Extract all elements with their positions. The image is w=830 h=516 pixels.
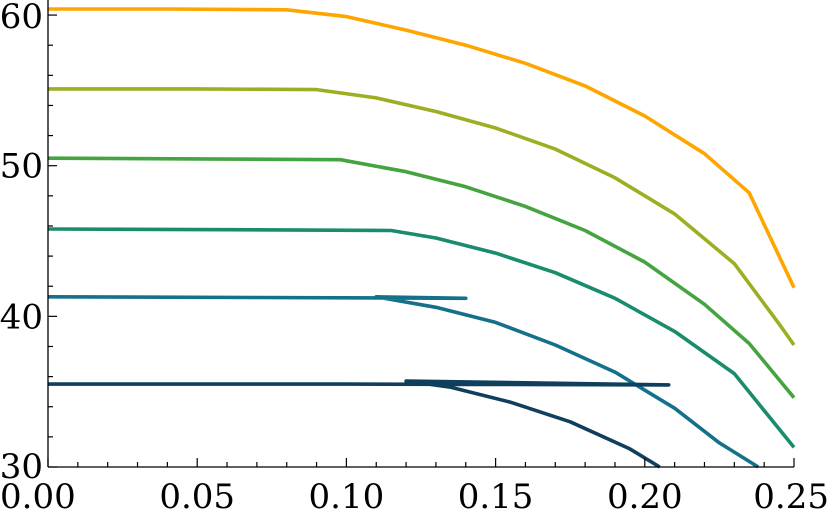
series-line-3 [47,156,796,399]
series-line-6 [48,379,671,469]
y-tick-label: 40 [0,297,43,337]
y-tick-label: 30 [0,447,43,487]
x-tick-label: 0.20 [607,477,683,516]
x-tick-label: 0.05 [159,477,235,516]
x-tick-label: 0.10 [309,477,385,516]
x-tick-label: 0.15 [458,477,534,516]
x-tick-label: 0.00 [0,477,76,516]
series-line-2 [48,87,796,347]
series-line-4 [47,227,796,449]
y-tick-label: 60 [0,0,43,37]
series-line-5 [47,295,760,469]
axes-layer [47,0,795,468]
x-tick-label: 0.25 [753,477,829,516]
y-tick-label: 50 [0,147,43,187]
series-layer [47,7,796,469]
series-line-1 [48,7,796,289]
